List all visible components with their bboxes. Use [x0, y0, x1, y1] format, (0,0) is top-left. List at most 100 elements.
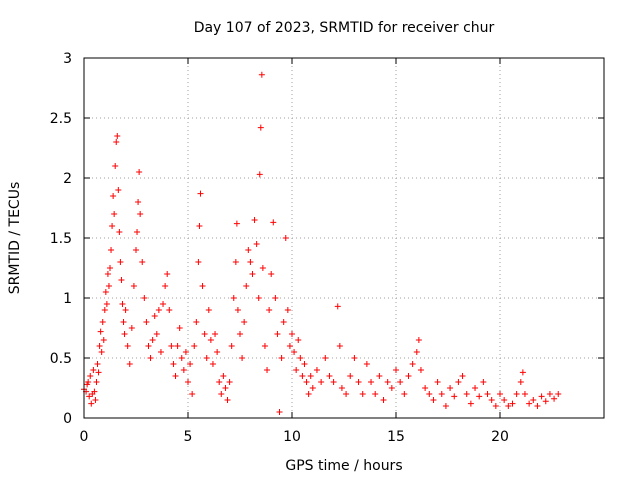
data-point: [107, 265, 113, 271]
data-point: [155, 307, 162, 313]
y-axis-label: SRMTID / TECUs: [7, 182, 23, 295]
data-point: [116, 229, 123, 235]
data-point: [189, 391, 196, 397]
data-point: [380, 397, 387, 403]
data-point: [130, 283, 137, 289]
data-point: [216, 379, 223, 385]
data-point: [102, 289, 109, 295]
data-point: [115, 187, 122, 193]
data-point: [112, 163, 119, 169]
data-point: [297, 355, 304, 361]
y-tick-label: 3: [63, 51, 72, 67]
data-point: [120, 319, 127, 325]
data-point: [551, 395, 558, 402]
data-point: [199, 283, 206, 289]
data-point: [313, 367, 320, 373]
data-point: [141, 295, 148, 301]
data-point: [338, 385, 345, 391]
data-point: [488, 397, 495, 403]
data-point: [118, 277, 125, 283]
y-tick-label: 2.5: [50, 111, 72, 127]
data-point: [259, 265, 266, 271]
data-point: [135, 199, 142, 205]
data-point: [426, 391, 433, 397]
data-point: [330, 379, 337, 385]
data-point: [376, 373, 383, 379]
plot-frame: [83, 57, 605, 419]
data-point: [472, 385, 479, 391]
data-point: [108, 247, 115, 253]
data-point: [284, 307, 291, 313]
data-point: [137, 211, 144, 217]
data-point: [147, 355, 154, 361]
data-point: [334, 303, 341, 310]
data-point: [226, 379, 233, 385]
data-point: [197, 190, 204, 197]
data-point: [282, 235, 289, 241]
data-point: [99, 319, 106, 325]
data-point: [368, 379, 375, 385]
data-point: [413, 349, 420, 355]
data-point: [521, 391, 528, 397]
data-point: [256, 171, 263, 178]
data-point: [258, 71, 265, 78]
data-point: [295, 337, 302, 343]
data-point: [92, 397, 99, 403]
data-point: [103, 301, 110, 307]
data-point: [293, 367, 300, 373]
data-point: [393, 367, 399, 373]
data-point: [303, 379, 310, 385]
x-tick-label: 0: [80, 429, 89, 445]
data-point: [203, 355, 210, 361]
data-point: [182, 349, 189, 355]
data-point: [451, 393, 458, 400]
data-point: [201, 331, 208, 337]
data-point: [538, 393, 545, 400]
data-point: [480, 379, 487, 385]
data-point: [501, 397, 508, 403]
data-point: [438, 391, 445, 397]
data-point: [517, 379, 524, 385]
data-point: [467, 400, 474, 407]
data-point: [442, 403, 449, 409]
data-point: [233, 220, 240, 227]
data-point: [209, 361, 216, 367]
data-point: [126, 361, 133, 367]
data-point: [307, 373, 314, 379]
data-point: [397, 379, 404, 385]
data-point: [205, 307, 212, 313]
data-point: [280, 319, 287, 325]
data-point: [170, 361, 177, 367]
data-point: [162, 283, 169, 289]
data-point: [372, 391, 379, 397]
data-point: [526, 400, 533, 407]
x-tick-label: 10: [283, 429, 301, 445]
data-point: [230, 295, 237, 301]
data-point: [241, 319, 248, 325]
data-point: [430, 397, 437, 403]
data-point: [388, 385, 395, 391]
data-point: [286, 343, 293, 349]
data-point: [363, 361, 370, 367]
data-point: [318, 379, 325, 385]
data-point: [257, 124, 264, 131]
data-point: [114, 133, 121, 139]
data-point: [143, 319, 150, 325]
data-point: [497, 391, 503, 397]
data-point: [409, 361, 416, 367]
data-point: [336, 343, 343, 349]
data-point: [149, 337, 156, 343]
y-tick-label: 2: [63, 171, 72, 187]
data-point: [422, 385, 429, 391]
data-point: [187, 361, 194, 367]
y-tick-label: 0: [63, 411, 72, 427]
data-point: [136, 169, 143, 175]
data-point: [291, 349, 298, 355]
y-tick-label: 0.5: [50, 351, 72, 367]
data-point: [546, 391, 553, 397]
data-point: [196, 223, 203, 229]
data-point: [343, 391, 350, 397]
data-point: [86, 393, 93, 400]
data-point: [322, 355, 329, 361]
